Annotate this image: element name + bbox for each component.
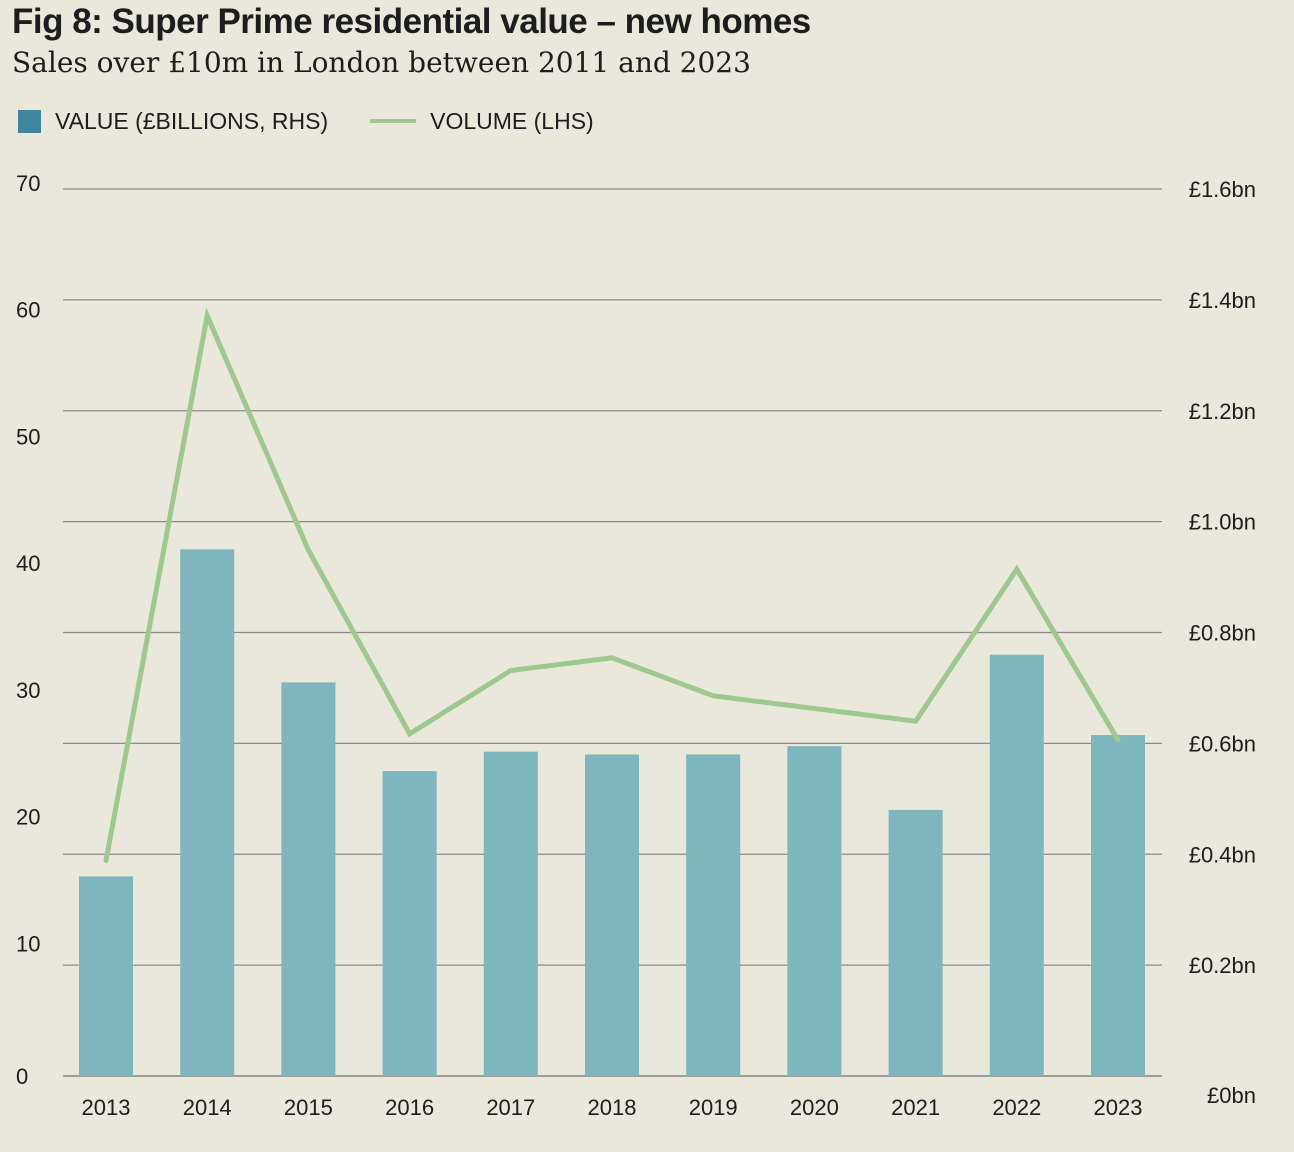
value-bar bbox=[787, 746, 842, 1076]
right-axis-tick-label: £1.4bn bbox=[1189, 288, 1256, 313]
left-axis-tick-label: 20 bbox=[16, 805, 40, 830]
value-bar bbox=[281, 682, 336, 1076]
x-axis-tick-label: 2014 bbox=[183, 1095, 232, 1120]
x-axis: 2013 2014 2015 2016 2017 2018 2019 2020 2021 2022… bbox=[82, 1095, 1143, 1120]
value-bar bbox=[483, 751, 538, 1076]
legend-bar-swatch bbox=[18, 109, 41, 133]
chart-subtitle: Sales over £10m in London between 2011 a… bbox=[12, 46, 751, 79]
value-bar bbox=[1091, 735, 1145, 1076]
right-axis-tick-label: £0.2bn bbox=[1189, 953, 1256, 978]
value-bar bbox=[686, 754, 741, 1076]
value-bar bbox=[585, 754, 639, 1076]
right-axis-tick-label: £0.6bn bbox=[1189, 731, 1256, 756]
left-axis-tick-label: 0 bbox=[16, 1064, 28, 1089]
right-axis-tick-label: £1.2bn bbox=[1189, 399, 1256, 424]
right-axis-tick-label: £0.8bn bbox=[1189, 621, 1256, 646]
legend-line-swatch bbox=[370, 119, 417, 123]
value-bar bbox=[989, 654, 1044, 1076]
value-bars bbox=[79, 549, 1145, 1076]
x-axis-tick-label: 2015 bbox=[284, 1095, 333, 1120]
legend: VALUE (£BILLIONS, RHS) VOLUME (LHS) bbox=[18, 106, 594, 136]
right-axis-tick-label: £0bn bbox=[1207, 1083, 1256, 1108]
value-bar bbox=[79, 876, 133, 1076]
left-axis-tick-label: 50 bbox=[16, 424, 40, 449]
x-axis-tick-label: 2019 bbox=[689, 1095, 738, 1120]
left-axis-tick-label: 30 bbox=[16, 678, 40, 703]
left-axis: 0 10 20 30 40 50 60 70 bbox=[16, 171, 40, 1089]
x-axis-tick-label: 2020 bbox=[790, 1095, 839, 1120]
left-axis-tick-label: 40 bbox=[16, 551, 40, 576]
right-axis-tick-label: £1.6bn bbox=[1189, 177, 1256, 202]
right-axis-tick-label: £1.0bn bbox=[1189, 510, 1256, 535]
x-axis-tick-label: 2013 bbox=[82, 1095, 131, 1120]
x-axis-tick-label: 2021 bbox=[891, 1095, 940, 1120]
legend-line-label: VOLUME (LHS) bbox=[430, 107, 594, 134]
left-axis-tick-label: 10 bbox=[16, 931, 40, 956]
value-bar bbox=[180, 549, 235, 1076]
x-axis-tick-label: 2017 bbox=[486, 1095, 535, 1120]
right-axis-tick-label: £0.4bn bbox=[1189, 842, 1256, 867]
value-bar bbox=[382, 771, 437, 1076]
value-bar bbox=[888, 809, 943, 1076]
right-axis: £0bn £0.2bn £0.4bn £0.6bn £0.8bn £1.0bn £1.2bn… bbox=[1189, 177, 1256, 1108]
x-axis-tick-label: 2016 bbox=[385, 1095, 434, 1120]
chart-title: Fig 8: Super Prime residential value – n… bbox=[12, 2, 811, 41]
x-axis-tick-label: 2023 bbox=[1094, 1095, 1143, 1120]
left-axis-tick-label: 60 bbox=[16, 298, 40, 323]
x-axis-tick-label: 2022 bbox=[992, 1095, 1041, 1120]
left-axis-tick-label: 70 bbox=[16, 171, 40, 196]
legend-bar-label: VALUE (£BILLIONS, RHS) bbox=[55, 107, 329, 134]
x-axis-tick-label: 2018 bbox=[588, 1095, 637, 1120]
volume-line bbox=[103, 307, 1121, 864]
